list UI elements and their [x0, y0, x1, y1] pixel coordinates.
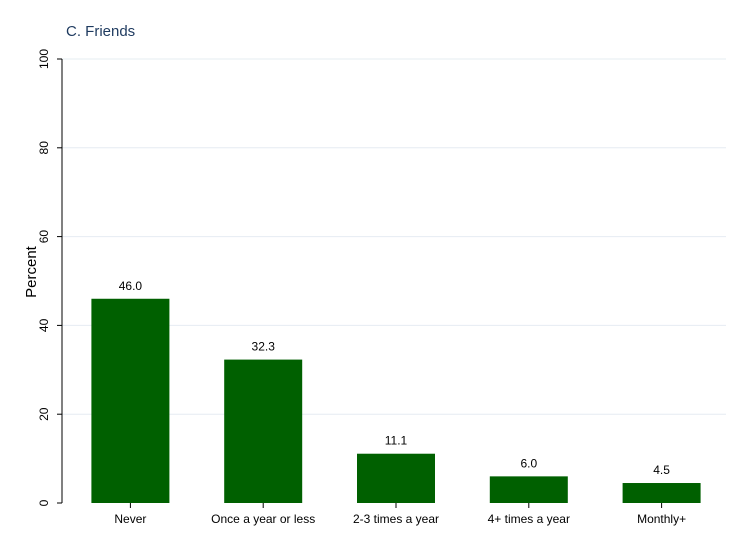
x-tick-label: 4+ times a year	[488, 512, 570, 526]
y-tick-label: 100	[37, 49, 51, 69]
bar-value-label: 6.0	[520, 456, 537, 470]
x-axis-ticks: Never Once a year or less 2-3 times a year…	[114, 503, 686, 526]
x-tick-label: Monthly+	[637, 512, 686, 526]
bar-1	[224, 359, 303, 503]
y-tick-label: 60	[37, 230, 51, 244]
bar-3	[489, 476, 568, 503]
bars	[91, 298, 701, 503]
bar-value-label: 46.0	[119, 279, 143, 293]
chart-title: C. Friends	[66, 23, 135, 40]
y-tick-label: 20	[37, 407, 51, 421]
y-tick-label: 80	[37, 141, 51, 155]
gridlines	[62, 58, 726, 415]
y-axis-ticks: 0 20 40 60 80 100	[37, 49, 62, 506]
bar-value-label: 11.1	[385, 434, 408, 448]
x-tick-label: 2-3 times a year	[353, 512, 439, 526]
x-tick-label: Never	[114, 512, 146, 526]
x-tick-label: Once a year or less	[211, 512, 315, 526]
y-tick-label: 0	[37, 499, 51, 506]
y-tick-label: 40	[37, 318, 51, 332]
y-axis-label: Percent	[23, 245, 40, 298]
bar-4	[622, 483, 701, 503]
data-labels: 46.0 32.3 11.1 6.0 4.5	[119, 279, 671, 477]
bar-2	[357, 453, 435, 503]
bar-0	[91, 298, 170, 503]
bar-value-label: 32.3	[252, 340, 276, 354]
bar-value-label: 4.5	[653, 463, 670, 477]
